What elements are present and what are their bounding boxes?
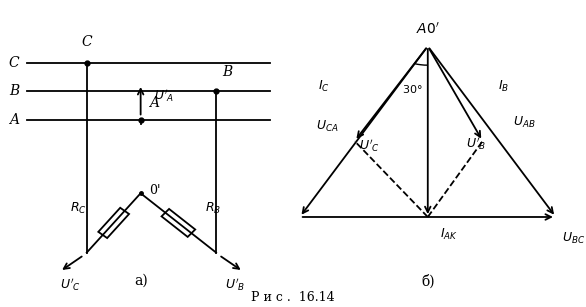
Text: C: C	[9, 56, 19, 70]
Text: $R_B$: $R_B$	[205, 201, 222, 216]
Text: $U_{BC}$: $U_{BC}$	[562, 231, 585, 246]
Text: Р и с .  16.14: Р и с . 16.14	[251, 291, 335, 304]
Text: $A0'$: $A0'$	[416, 21, 440, 37]
Text: $U_{AB}$: $U_{AB}$	[513, 115, 536, 130]
Text: A: A	[149, 96, 159, 110]
Text: B: B	[222, 65, 232, 80]
Text: $U'_C$: $U'_C$	[359, 138, 380, 154]
Text: B: B	[9, 84, 19, 98]
Text: $U_{CA}$: $U_{CA}$	[316, 119, 339, 134]
Text: $30°$: $30°$	[402, 83, 423, 95]
Text: $U'_B$: $U'_B$	[225, 276, 245, 293]
Text: $I_B$: $I_B$	[498, 79, 509, 94]
Text: 0': 0'	[149, 185, 160, 197]
Text: C: C	[81, 35, 92, 49]
Text: $I_{AK}$: $I_{AK}$	[440, 227, 458, 242]
Text: $I_C$: $I_C$	[318, 79, 330, 94]
Text: $R_C$: $R_C$	[70, 201, 87, 216]
Text: а): а)	[134, 274, 148, 288]
Text: $U'_B$: $U'_B$	[466, 135, 487, 152]
Text: $U'_A$: $U'_A$	[154, 88, 175, 104]
Text: б): б)	[421, 274, 435, 288]
Text: A: A	[9, 113, 19, 127]
Text: $U'_C$: $U'_C$	[60, 276, 81, 293]
